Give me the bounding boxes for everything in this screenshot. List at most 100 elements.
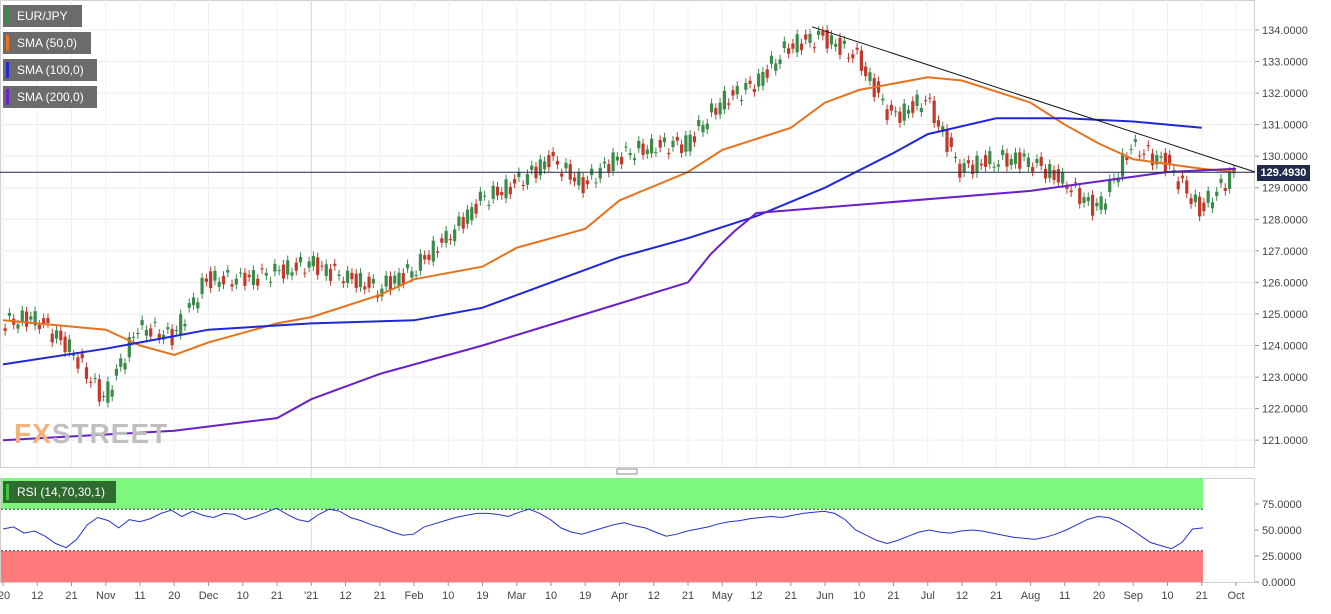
- legend-sma50[interactable]: SMA (50,0): [3, 32, 91, 54]
- candle-body: [915, 94, 919, 106]
- legend-sma200[interactable]: SMA (200,0): [3, 86, 97, 108]
- candle-body: [273, 263, 277, 272]
- candle-body: [911, 101, 915, 113]
- x-tick-label: 21: [271, 590, 283, 602]
- candle-body: [722, 90, 726, 110]
- legend-sma100-label: SMA (100,0): [17, 63, 84, 77]
- legend-sma200-label: SMA (200,0): [17, 90, 84, 104]
- candle-body: [363, 286, 367, 290]
- legend-sma100[interactable]: SMA (100,0): [3, 59, 97, 81]
- candle-body: [350, 272, 354, 280]
- candle-body: [975, 155, 979, 174]
- x-tick-label: Dec: [199, 590, 219, 602]
- candle-body: [1048, 164, 1052, 178]
- candle-body: [868, 72, 872, 82]
- candle-body: [80, 353, 84, 359]
- legend-rsi[interactable]: RSI (14,70,30,1): [3, 481, 116, 503]
- candle-body: [286, 260, 290, 275]
- candle-body: [517, 172, 521, 178]
- candle-body: [727, 103, 731, 105]
- rsi-line: [2, 507, 1204, 550]
- current-price-tag: 129.4930: [1257, 165, 1310, 181]
- x-tick-label: 12: [750, 590, 762, 602]
- candle-body: [42, 318, 46, 324]
- candle-body: [551, 151, 555, 157]
- candle-body: [1206, 190, 1210, 203]
- candle-body: [1193, 194, 1197, 203]
- watermark-fx: FX: [14, 418, 52, 449]
- candle-body: [889, 104, 893, 111]
- candle-body: [958, 163, 962, 178]
- price-tick-label: 121.0000: [1262, 435, 1308, 447]
- candle-body: [76, 357, 80, 369]
- legend-symbol[interactable]: EUR/JPY: [3, 5, 82, 27]
- candle-body: [1001, 149, 1005, 156]
- x-tick-label: 19: [579, 590, 591, 602]
- candle-body: [204, 278, 208, 282]
- candle-body: [744, 82, 748, 90]
- candle-body: [1163, 152, 1167, 172]
- legend-swatch: [6, 8, 9, 24]
- x-tick-label: 21: [65, 590, 77, 602]
- candle-body: [333, 263, 337, 266]
- candle-body: [119, 358, 123, 367]
- candle-body: [320, 265, 324, 267]
- candle-body: [1138, 155, 1142, 157]
- candle-body: [1227, 172, 1232, 190]
- candle-body: [243, 272, 247, 286]
- price-tick-label: 126.0000: [1262, 277, 1308, 289]
- candle-body: [1090, 194, 1095, 216]
- x-tick-label: 19: [476, 590, 488, 602]
- candle-body: [538, 159, 542, 176]
- candle-body: [337, 274, 341, 276]
- legend-swatch: [6, 62, 9, 78]
- candle-body: [131, 336, 136, 338]
- candle-body: [928, 97, 932, 99]
- candle-body: [1078, 188, 1082, 204]
- candle-body: [1133, 139, 1137, 142]
- candle-body: [183, 323, 187, 327]
- candle-body: [919, 107, 923, 113]
- x-tick-label: Nov: [96, 590, 116, 602]
- candle-body: [637, 140, 641, 149]
- candle-body: [114, 368, 119, 376]
- panel-resize-handle: [616, 468, 638, 475]
- x-tick-label: 12: [956, 590, 968, 602]
- candle-body: [1159, 156, 1163, 158]
- candle-body: [1103, 203, 1108, 210]
- candle-body: [174, 330, 178, 332]
- candle-body: [234, 278, 238, 285]
- candle-body: [864, 66, 868, 77]
- candle-body: [791, 43, 795, 49]
- candle-body: [140, 320, 144, 326]
- sma200-line: [2, 167, 1237, 442]
- candle-body: [54, 330, 59, 339]
- x-tick-label: 11: [134, 590, 145, 602]
- x-tick-label: 20: [1093, 590, 1105, 602]
- candle-body: [33, 311, 37, 326]
- price-tick-label: 133.0000: [1262, 57, 1308, 69]
- candle-body: [346, 270, 350, 283]
- candle-body: [885, 109, 889, 121]
- candle-body: [1013, 152, 1018, 164]
- candle-body: [20, 310, 24, 322]
- candle-body: [513, 179, 517, 184]
- candle-body: [341, 281, 345, 284]
- candle-body: [620, 156, 624, 165]
- candle-body: [1069, 190, 1073, 193]
- price-tick-label: 132.0000: [1262, 88, 1308, 100]
- x-tick-label: 21: [374, 590, 386, 602]
- candle-body: [804, 34, 808, 40]
- x-tick-label: '20: [0, 590, 10, 602]
- candle-body: [1095, 202, 1099, 207]
- candle-body: [838, 37, 842, 55]
- candle-body: [1043, 168, 1048, 179]
- candle-body: [1180, 175, 1185, 179]
- candle-body: [470, 207, 474, 221]
- price-tick-label: 130.0000: [1262, 151, 1308, 163]
- candle-body: [191, 297, 196, 306]
- candle-body: [739, 100, 744, 102]
- candle-body: [1082, 197, 1086, 203]
- x-tick-label: Apr: [611, 590, 628, 602]
